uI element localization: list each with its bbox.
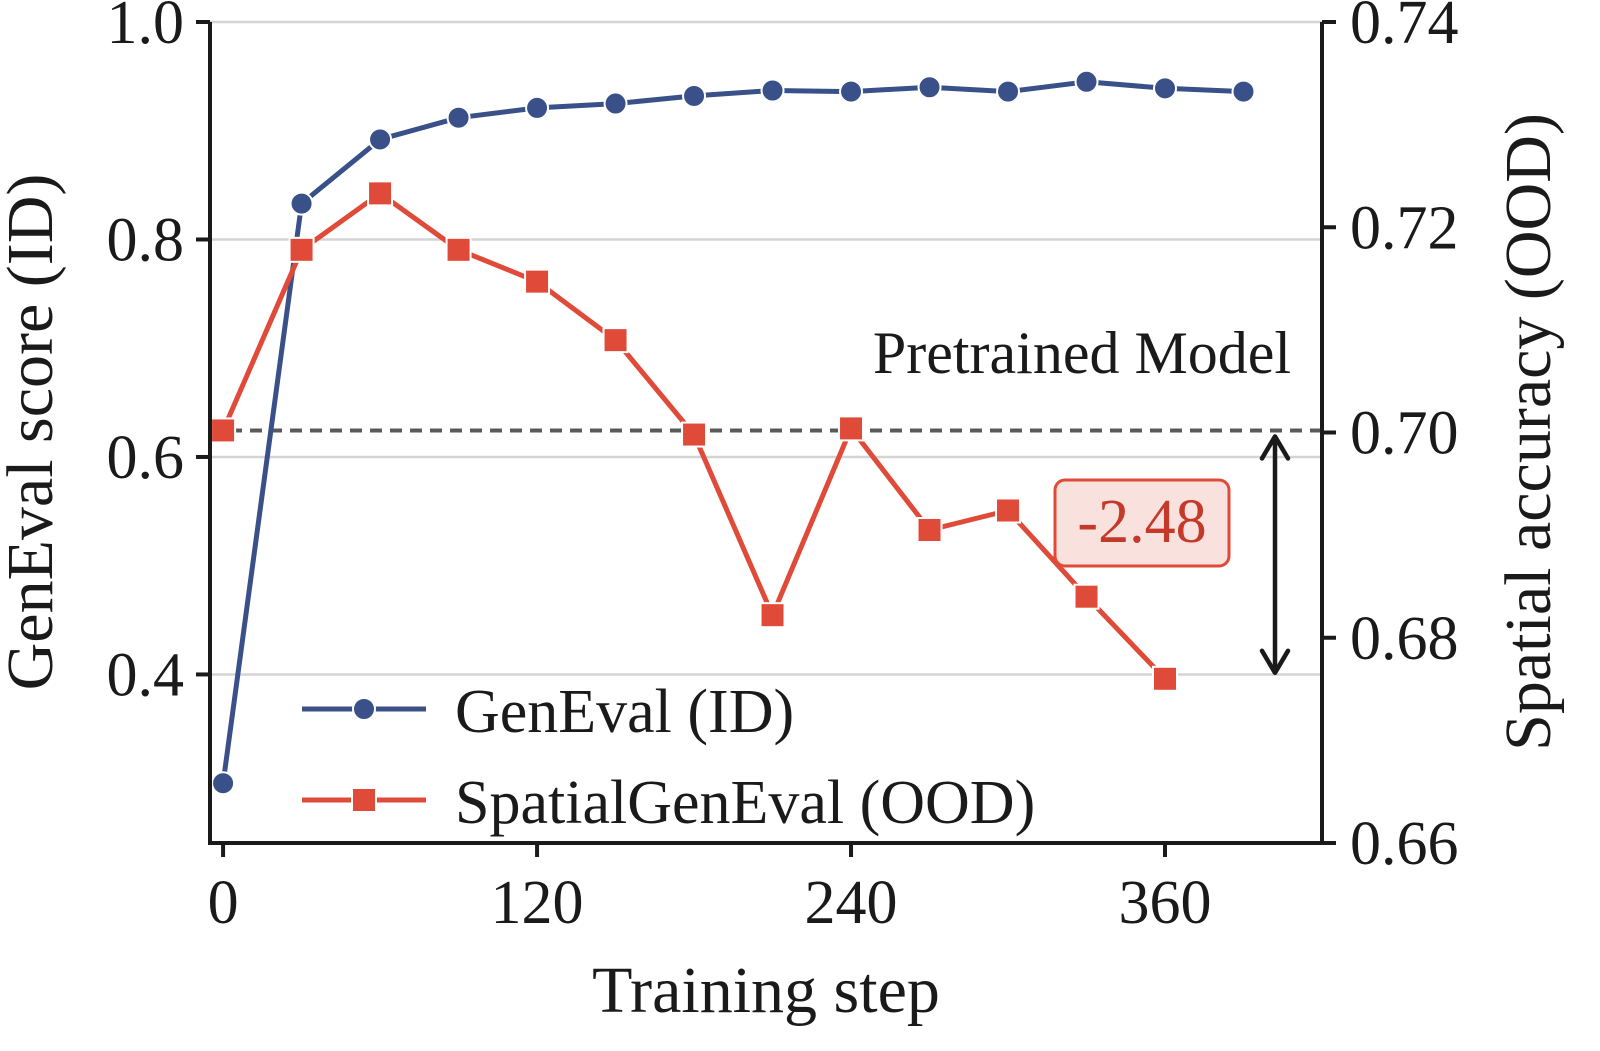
annotation-box: [1053, 478, 1231, 568]
data-point-geneval: [682, 83, 707, 108]
delta-annotation: -2.48: [1053, 434, 1291, 676]
data-point-geneval: [211, 771, 236, 796]
x-axis-label: Training step: [592, 954, 940, 1027]
data-point-spatialgeneval: [916, 516, 943, 543]
series-layer: [210, 69, 1256, 796]
y-tick-label-left: 0.4: [107, 641, 185, 709]
data-point-spatialgeneval: [681, 421, 708, 448]
data-point-spatialgeneval: [288, 236, 315, 263]
data-point-spatialgeneval: [995, 497, 1022, 524]
y-axis-label-right: Spatial accuracy (OOD): [1492, 113, 1565, 751]
legend-label-geneval: GenEval (ID): [455, 678, 794, 746]
legend-label-spatialgeneval: SpatialGenEval (OOD): [455, 769, 1035, 837]
data-point-geneval: [1153, 76, 1178, 101]
y-axis-label-left: GenEval score (ID): [0, 174, 67, 691]
data-point-spatialgeneval: [445, 236, 472, 263]
y-tick-label-right: 0.68: [1350, 605, 1459, 673]
y-tick-label-right: 0.74: [1350, 0, 1459, 57]
data-point-geneval: [603, 91, 628, 116]
legend-marker-spatialgeneval: [351, 787, 377, 813]
data-point-geneval: [525, 95, 550, 120]
series-line-geneval: [220, 79, 1244, 784]
y-tick-label-left: 1.0: [107, 0, 185, 57]
y-tick-label-left: 0.6: [107, 424, 185, 492]
data-point-geneval: [289, 191, 314, 216]
y-tick-label-right: 0.66: [1350, 810, 1459, 878]
grid-lines: [210, 20, 1322, 676]
data-point-geneval: [996, 79, 1021, 104]
data-point-geneval: [760, 78, 785, 103]
data-point-spatialgeneval: [524, 268, 551, 295]
x-tick-label: 120: [491, 869, 584, 937]
data-point-geneval: [1231, 79, 1256, 104]
data-point-geneval: [368, 127, 393, 152]
y-tick-label-right: 0.72: [1350, 194, 1459, 262]
legend: GenEval (ID) SpatialGenEval (OOD): [302, 678, 1035, 837]
pretrained-model-label: Pretrained Model: [873, 320, 1291, 386]
data-point-geneval: [839, 79, 864, 104]
data-point-spatialgeneval: [1073, 583, 1100, 610]
x-tick-label: 240: [805, 869, 898, 937]
annotation-arrow-head-top: [1259, 434, 1291, 461]
data-point-geneval: [446, 105, 471, 130]
data-point-spatialgeneval: [838, 415, 865, 442]
data-point-spatialgeneval: [602, 327, 629, 354]
y-tick-label-right: 0.70: [1350, 400, 1459, 468]
axes: 0.4 0.6 0.8 1.0 0.66 0.68 0.70 0.72 0.74 0 120 240 3…: [107, 0, 1459, 937]
data-point-geneval: [917, 75, 942, 100]
data-point-spatialgeneval: [1152, 665, 1179, 692]
annotation-arrow-head-bottom: [1259, 648, 1291, 676]
annotation-value: -2.48: [1077, 488, 1206, 556]
x-tick-label: 0: [208, 869, 239, 937]
legend-marker-geneval: [352, 697, 376, 721]
data-point-spatialgeneval: [210, 417, 237, 444]
data-point-spatialgeneval: [759, 602, 786, 629]
y-tick-label-left: 0.8: [107, 206, 185, 274]
data-point-spatialgeneval: [367, 180, 394, 207]
x-tick-label: 360: [1119, 869, 1212, 937]
data-point-geneval: [1074, 69, 1099, 94]
